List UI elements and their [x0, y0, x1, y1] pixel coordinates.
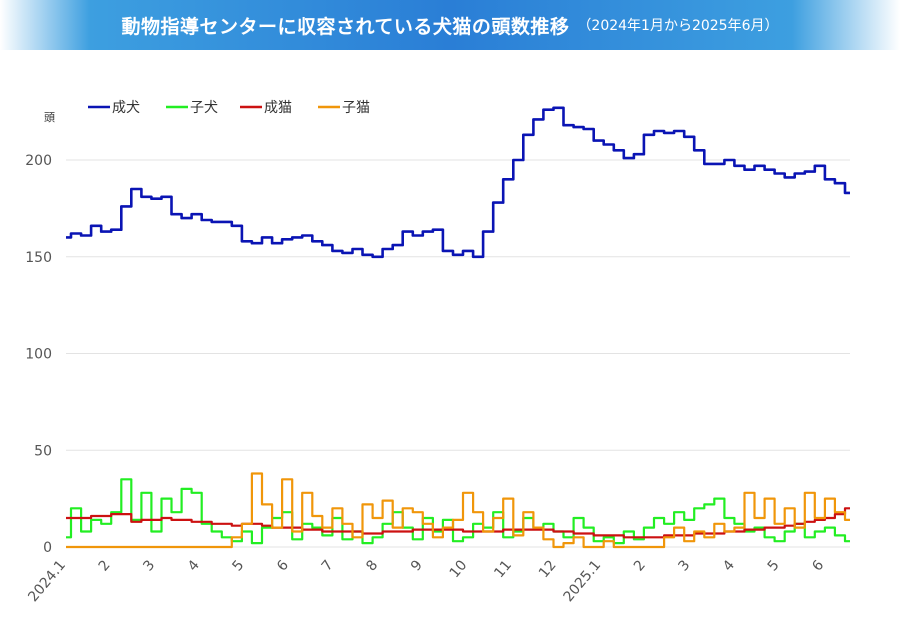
x-tick-label: 3	[675, 557, 693, 574]
series-line-3	[66, 507, 850, 539]
series-line-4	[66, 472, 850, 549]
y-tick-label: 200	[25, 153, 52, 169]
x-tick-label: 5	[229, 557, 247, 574]
x-tick-label: 10	[447, 557, 471, 581]
x-tick-label: 4	[720, 557, 738, 574]
y-tick-label: 50	[34, 443, 52, 459]
x-tick-label: 7	[319, 557, 337, 574]
legend: 成犬 子犬 成猫 子猫	[88, 100, 370, 116]
x-tick-label: 2	[96, 557, 114, 574]
y-tick-label: 150	[25, 250, 52, 266]
x-tick-label: 2	[631, 557, 649, 574]
series-lines	[66, 106, 850, 549]
grid-lines	[66, 159, 850, 548]
x-tick-label: 11	[491, 557, 515, 581]
x-tick-label: 5	[765, 557, 783, 574]
title-bar: 動物指導センターに収容されている犬猫の頭数推移 （2024年1月から2025年6…	[0, 0, 900, 50]
chart-title: 動物指導センターに収容されている犬猫の頭数推移	[121, 15, 570, 38]
y-axis-unit: 頭	[44, 111, 55, 124]
x-tick-label: 4	[185, 557, 203, 574]
y-tick-label: 0	[43, 540, 52, 556]
x-tick-label: 6	[274, 557, 292, 574]
x-tick-label: 6	[809, 557, 827, 574]
x-tick-label: 8	[363, 557, 381, 574]
legend-label: 子犬	[190, 100, 218, 116]
x-tick-label: 2025.1	[561, 557, 605, 605]
legend-label: 成犬	[112, 100, 140, 116]
x-axis-ticks: 2024.1 2 3 4 5 6 7 8 9 10 11 12 2025.1 2 3 4 5 6	[25, 557, 827, 605]
legend-label: 子猫	[342, 100, 370, 116]
x-tick-label: 12	[536, 557, 560, 581]
y-tick-label: 100	[25, 347, 52, 363]
x-tick-label: 2024.1	[25, 557, 69, 605]
chart-subtitle: （2024年1月から2025年6月）	[577, 18, 779, 34]
legend-label: 成猫	[264, 100, 292, 116]
series-line-2	[66, 478, 850, 545]
series-line-1	[66, 106, 850, 259]
x-tick-label: 3	[140, 557, 158, 574]
x-tick-label: 9	[408, 557, 426, 574]
y-axis-ticks: 0 50 100 150 200	[25, 153, 52, 556]
